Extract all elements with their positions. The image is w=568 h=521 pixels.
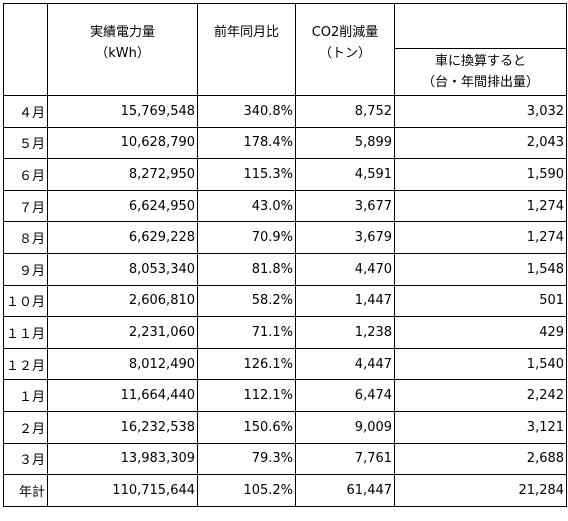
cars-cell: 2,242 xyxy=(394,379,568,412)
co2-cell: 7,761 xyxy=(295,442,396,476)
yoy-cell: 79.3% xyxy=(197,442,297,476)
header-yoy: 前年同月比 xyxy=(197,3,297,96)
power-cell: 11,664,440 xyxy=(47,379,199,412)
power-cell: 2,606,810 xyxy=(47,284,199,318)
header-co2: CO2削減量 （トン） xyxy=(295,3,396,96)
co2-cell: 5,899 xyxy=(295,126,396,160)
table-body: ４月 15,769,548 340.8% 8,752 3,032 ５月 10,628,790… xyxy=(2,95,568,507)
co2-cell: 61,447 xyxy=(295,474,396,507)
cars-cell: 501 xyxy=(394,284,568,318)
power-results-table: 実績電力量 （kWh） 前年同月比 CO2削減量 （トン） 車に換算すると （台… xyxy=(2,3,568,507)
cars-cell: 1,274 xyxy=(394,221,568,254)
row-label-cell: ２月 xyxy=(2,410,49,444)
yoy-cell: 178.4% xyxy=(197,126,297,160)
co2-cell: 3,679 xyxy=(295,221,396,254)
header-car-line1: 車に換算すると xyxy=(435,54,527,69)
table-row: ８月 6,629,228 70.9% 3,679 1,274 xyxy=(2,221,568,254)
power-cell: 8,272,950 xyxy=(47,158,199,191)
header-yoy-text: 前年同月比 xyxy=(214,25,280,40)
row-label-cell: １２月 xyxy=(2,347,49,381)
co2-cell: 9,009 xyxy=(295,410,396,444)
table-row: ２月 16,232,538 150.6% 9,009 3,121 xyxy=(2,410,568,444)
row-label-cell: ６月 xyxy=(2,158,49,191)
row-label-cell: ４月 xyxy=(2,95,49,128)
cars-cell: 429 xyxy=(394,316,568,349)
co2-cell: 1,447 xyxy=(295,284,396,318)
row-label-cell: １１月 xyxy=(2,316,49,349)
yoy-cell: 81.8% xyxy=(197,252,297,286)
table-row: ９月 8,053,340 81.8% 4,470 1,548 xyxy=(2,252,568,286)
cars-cell: 21,284 xyxy=(394,474,568,507)
header-power-line2: （kWh） xyxy=(95,46,150,61)
row-label-cell: １０月 xyxy=(2,284,49,318)
table-row: １１月 2,231,060 71.1% 1,238 429 xyxy=(2,316,568,349)
header-car: 車に換算すると （台・年間排出量） xyxy=(394,48,568,96)
yoy-cell: 115.3% xyxy=(197,158,297,191)
cars-cell: 3,032 xyxy=(394,95,568,128)
cars-cell: 3,121 xyxy=(394,410,568,444)
co2-cell: 6,474 xyxy=(295,379,396,412)
header-car-top xyxy=(394,3,568,49)
co2-cell: 8,752 xyxy=(295,95,396,128)
power-cell: 16,232,538 xyxy=(47,410,199,444)
cars-cell: 2,043 xyxy=(394,126,568,160)
row-label-cell: ５月 xyxy=(2,126,49,160)
yoy-cell: 105.2% xyxy=(197,474,297,507)
table-row: 年計 110,715,644 105.2% 61,447 21,284 xyxy=(2,474,568,507)
power-cell: 15,769,548 xyxy=(47,95,199,128)
power-cell: 13,983,309 xyxy=(47,442,199,476)
yoy-cell: 58.2% xyxy=(197,284,297,318)
power-cell: 8,053,340 xyxy=(47,252,199,286)
power-cell: 6,629,228 xyxy=(47,221,199,254)
cars-cell: 1,548 xyxy=(394,252,568,286)
header-row-1: 実績電力量 （kWh） 前年同月比 CO2削減量 （トン） xyxy=(2,3,568,96)
header-power: 実績電力量 （kWh） xyxy=(47,3,199,96)
yoy-cell: 43.0% xyxy=(197,189,297,223)
table-row: １２月 8,012,490 126.1% 4,447 1,540 xyxy=(2,347,568,381)
power-cell: 10,628,790 xyxy=(47,126,199,160)
co2-cell: 3,677 xyxy=(295,189,396,223)
header-power-line1: 実績電力量 xyxy=(90,25,156,40)
co2-cell: 1,238 xyxy=(295,316,396,349)
row-label-cell: １月 xyxy=(2,379,49,412)
cars-cell: 2,688 xyxy=(394,442,568,476)
header-car-line2: （台・年間排出量） xyxy=(422,75,540,90)
power-cell: 110,715,644 xyxy=(47,474,199,507)
co2-cell: 4,470 xyxy=(295,252,396,286)
co2-cell: 4,447 xyxy=(295,347,396,381)
table-row: ３月 13,983,309 79.3% 7,761 2,688 xyxy=(2,442,568,476)
yoy-cell: 71.1% xyxy=(197,316,297,349)
co2-cell: 4,591 xyxy=(295,158,396,191)
table-row: ６月 8,272,950 115.3% 4,591 1,590 xyxy=(2,158,568,191)
table-row: １月 11,664,440 112.1% 6,474 2,242 xyxy=(2,379,568,412)
yoy-cell: 126.1% xyxy=(197,347,297,381)
row-label-cell: 年計 xyxy=(2,474,49,507)
table-row: ４月 15,769,548 340.8% 8,752 3,032 xyxy=(2,95,568,128)
row-label-cell: ７月 xyxy=(2,189,49,223)
cars-cell: 1,274 xyxy=(394,189,568,223)
table-row: ７月 6,624,950 43.0% 3,677 1,274 xyxy=(2,189,568,223)
row-label-cell: ３月 xyxy=(2,442,49,476)
yoy-cell: 70.9% xyxy=(197,221,297,254)
table-row: ５月 10,628,790 178.4% 5,899 2,043 xyxy=(2,126,568,160)
power-cell: 2,231,060 xyxy=(47,316,199,349)
power-cell: 6,624,950 xyxy=(47,189,199,223)
header-co2-line2: （トン） xyxy=(319,46,372,61)
cars-cell: 1,540 xyxy=(394,347,568,381)
row-label-cell: ８月 xyxy=(2,221,49,254)
power-cell: 8,012,490 xyxy=(47,347,199,381)
cars-cell: 1,590 xyxy=(394,158,568,191)
header-row-2: 車に換算すると （台・年間排出量） xyxy=(4,48,568,96)
yoy-cell: 150.6% xyxy=(197,410,297,444)
row-label-cell: ９月 xyxy=(2,252,49,286)
table-row: １０月 2,606,810 58.2% 1,447 501 xyxy=(2,284,568,318)
header-label-col xyxy=(2,3,49,96)
header-co2-line1: CO2削減量 xyxy=(311,25,379,40)
yoy-cell: 112.1% xyxy=(197,379,297,412)
yoy-cell: 340.8% xyxy=(197,95,297,128)
